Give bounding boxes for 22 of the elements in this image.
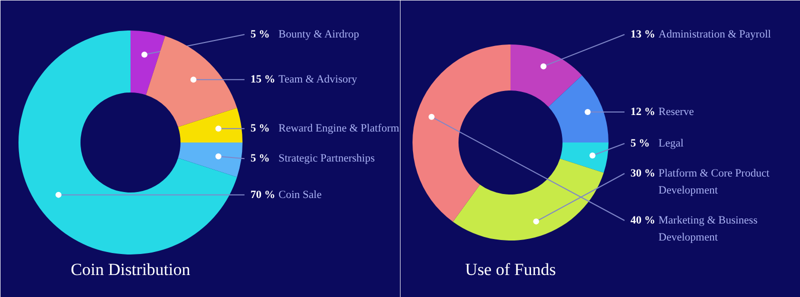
- data-label: 70 %: [250, 188, 276, 201]
- data-label: 12 %: [630, 106, 656, 118]
- slice-label: Team & Advisory: [278, 74, 358, 86]
- data-label: 5 %: [250, 122, 270, 135]
- text: Coin Distribution: [70, 260, 191, 279]
- data-label: 5 %: [250, 28, 270, 40]
- slice-label: Marketing & Business Development: [658, 214, 758, 244]
- data-label: 5 %: [630, 138, 650, 150]
- text: Use of Funds: [465, 260, 556, 279]
- data-label: 40 %: [630, 214, 656, 226]
- slice-label: Strategic Partnerships: [278, 152, 375, 165]
- slice-label: Administration & Payroll: [658, 28, 771, 40]
- slice-label: Reward Engine & Platform: [278, 122, 400, 135]
- slice-label: Coin Sale: [278, 188, 322, 201]
- slice-label: Platform & Core Product Development: [658, 168, 770, 196]
- data-label: 15 %: [250, 74, 276, 86]
- slice-label: Reserve: [658, 106, 694, 118]
- slice-label: Legal: [658, 138, 684, 150]
- data-label: 5 %: [250, 152, 270, 165]
- data-label: 30 %: [630, 168, 656, 180]
- data-label: 13 %: [630, 28, 656, 40]
- slice-label: Bounty & Airdrop: [278, 28, 360, 40]
